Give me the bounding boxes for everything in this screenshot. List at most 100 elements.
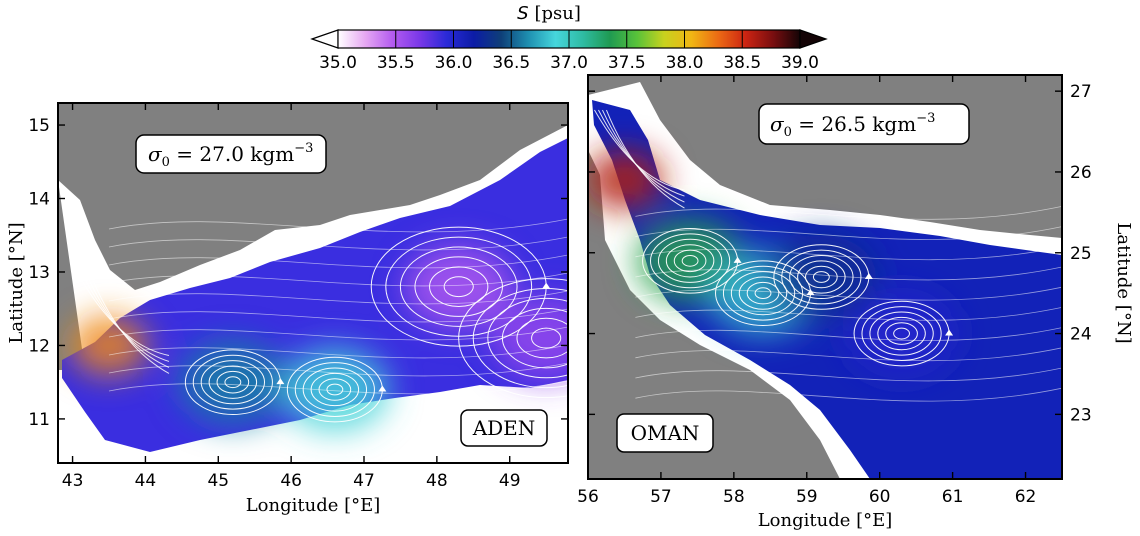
oman-streamline [781, 249, 862, 305]
aden-region-box [460, 409, 548, 447]
aden-streamline [294, 362, 375, 417]
oman-xtick-label: 57 [650, 487, 672, 507]
oman-ytick-label: 26 [1070, 163, 1092, 183]
aden-streamline [216, 370, 250, 394]
aden-xtick-label: 46 [280, 471, 302, 491]
oman-streamline [746, 281, 780, 305]
aden-streamline [516, 317, 568, 359]
oman-streamline [635, 387, 1062, 402]
aden-xtick-label: 48 [426, 471, 448, 491]
aden-streamline-arrow [542, 282, 551, 289]
oman-streamline [635, 206, 1062, 220]
oman-streamline [665, 244, 715, 278]
aden-streamline [108, 344, 568, 359]
aden-streamline [108, 218, 568, 233]
colorbar: S [psu] 35.0 35.5 36.0 36.5 37.0 37.5 38.0 38.5 3… [310, 3, 828, 73]
oman-streamline-arrow [945, 329, 954, 336]
aden-streamline [192, 354, 273, 410]
colorbar-right-arrow [799, 29, 828, 49]
aden-xtick-label: 47 [353, 471, 375, 491]
aden-streamline [108, 326, 568, 341]
oman-xtick-label: 60 [869, 487, 891, 507]
colorbar-tick-label: 37.0 [550, 53, 588, 73]
aden-region-label: ADEN [472, 416, 536, 440]
oman-streamline [657, 238, 723, 283]
oman-xtick-label: 62 [1015, 487, 1037, 507]
oman-ylabel: Latitude [°N] [1113, 222, 1134, 343]
oman-streamline-arrow [864, 273, 873, 279]
oman-outflow-patch [588, 150, 664, 211]
aden-ytick-label: 15 [28, 116, 50, 136]
oman-ytick-label: 24 [1070, 325, 1092, 345]
oman-ytick-label: 25 [1070, 244, 1092, 264]
colorbar-tick-label: 38.5 [723, 53, 761, 73]
aden-streamline [108, 236, 568, 251]
colorbar-ticks: 35.0 35.5 36.0 36.5 37.0 37.5 38.0 38.5 39.0 [319, 30, 819, 73]
aden-eddy-patch [178, 340, 288, 425]
aden-streamline [487, 297, 568, 379]
oman-map: σ0 = 26.5 kgm−3 OMAN [588, 75, 1062, 479]
aden-streamline [302, 367, 368, 412]
aden-streamline [208, 365, 258, 399]
oman-annotation: σ0 = 26.5 kgm−3 [770, 111, 935, 140]
oman-streamline [605, 109, 685, 209]
aden-eddy-patch [491, 296, 568, 381]
aden-annotation-sup: −3 [294, 141, 313, 156]
aden-outflow-patch [70, 315, 148, 376]
oman-xlabel: Longitude [°E] [758, 510, 893, 531]
oman-ytick-label: 27 [1070, 82, 1092, 102]
aden-xtick-label: 45 [207, 471, 229, 491]
aden-xtick-label: 49 [499, 471, 521, 491]
oman-streamline [681, 254, 699, 267]
aden-annotation: σ0 = 27.0 kgm−3 [148, 141, 313, 170]
oman-ytick-label: 23 [1070, 405, 1092, 425]
oman-streamline-arrow [733, 256, 742, 263]
oman-xtick-label: 58 [723, 487, 745, 507]
colorbar-tick-label: 36.0 [435, 53, 473, 73]
oman-region-label: OMAN [631, 421, 700, 445]
aden-streamline-arrow [378, 385, 387, 392]
oman-streamline-arrow [806, 289, 815, 296]
aden-ytick-label: 13 [28, 263, 50, 283]
oman-streamline [805, 265, 838, 289]
oman-streamline [635, 327, 1062, 341]
oman-streamline [635, 246, 1062, 261]
oman-streamlines [594, 109, 1062, 402]
colorbar-tick-label: 37.5 [608, 53, 646, 73]
colorbar-tick-label: 35.0 [319, 53, 357, 73]
aden-streamline [108, 380, 568, 395]
oman-region-box [616, 413, 714, 453]
oman-streamline [635, 226, 1062, 240]
aden-streamline [200, 360, 266, 405]
colorbar-title: S [psu] [517, 3, 581, 24]
oman-streamline [635, 367, 1062, 382]
aden-streamline [399, 246, 518, 327]
aden-map: σ0 = 27.0 kgm−3 ADEN [58, 103, 568, 463]
oman-annotation-value: = 26.5 kgm [792, 112, 916, 136]
aden-streamline [224, 376, 242, 389]
oman-frame [587, 74, 1063, 480]
aden-streamlines [78, 218, 568, 423]
aden-streamline [458, 278, 568, 399]
aden-ytick-label: 12 [28, 336, 50, 356]
aden-streamline [429, 266, 489, 308]
colorbar-tick-label: 36.5 [492, 53, 530, 73]
oman-annotation-sup: −3 [916, 111, 935, 126]
aden-annotation-box [135, 134, 327, 174]
aden-streamline [108, 254, 568, 269]
oman-streamline [869, 311, 934, 356]
oman-streamline [635, 286, 1062, 301]
oman-xtick-label: 59 [796, 487, 818, 507]
oman-streamline [635, 347, 1062, 362]
aden-xtick-label: 43 [62, 471, 84, 491]
aden-streamline [108, 290, 568, 305]
colorbar-tick-label: 35.5 [377, 53, 415, 73]
oman-streamline [650, 233, 731, 289]
panel-aden: σ0 = 27.0 kgm−3 ADEN 43 44 45 46 47 48 49 11 12 1… [6, 102, 569, 516]
colorbar-tick-label: 39.0 [781, 53, 819, 73]
oman-streamline [635, 266, 1062, 281]
aden-xlabel: Longitude [°E] [246, 495, 381, 516]
oman-annotation-sub: 0 [784, 125, 792, 140]
aden-ytick-label: 11 [28, 410, 50, 430]
aden-annotation-symbol: σ [148, 142, 163, 166]
